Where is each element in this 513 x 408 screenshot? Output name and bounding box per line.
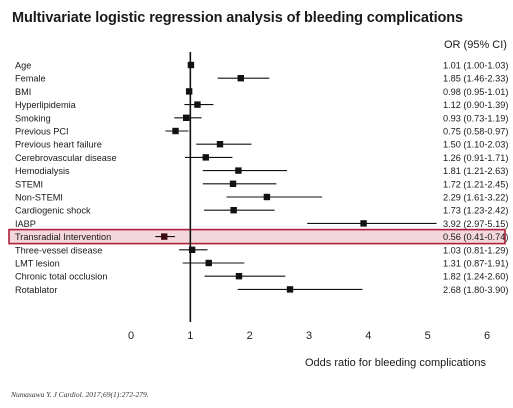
row-label-transradial-intervention: Transradial Intervention <box>15 232 111 242</box>
x-tick-label: 5 <box>425 330 431 342</box>
or-marker-bmi <box>185 88 193 95</box>
row-label-stemi: STEMI <box>15 179 43 189</box>
or-marker-transradial-intervention <box>161 233 168 240</box>
row-label-lmt-lesion: LMT lesion <box>15 259 60 269</box>
or-marker-previous-heart-failure <box>216 141 224 148</box>
or-marker-cerebrovascular-disease <box>202 154 209 161</box>
or-value-smoking: 0.93 (0.73-1.19) <box>443 113 508 123</box>
or-value-cardiogenic-shock: 1.73 (1.23-2.42) <box>443 206 508 216</box>
or-marker-hyperlipidemia <box>194 101 201 108</box>
or-value-three-vessel-disease: 1.03 (0.81-1.29) <box>443 245 508 255</box>
row-label-bmi: BMI <box>15 87 31 97</box>
x-tick-label: 3 <box>306 330 312 342</box>
x-tick-label: 0 <box>128 330 134 342</box>
x-tick-label: 2 <box>247 330 253 342</box>
or-marker-cardiogenic-shock <box>230 207 237 214</box>
x-tick-label: 4 <box>365 330 371 342</box>
row-label-rotablator: Rotablator <box>15 285 57 295</box>
or-value-female: 1.85 (1.46-2.33) <box>443 74 508 84</box>
or-value-iabp: 3.92 (2.97-5.15) <box>443 219 508 229</box>
row-label-three-vessel-disease: Three-vessel disease <box>15 245 102 255</box>
chart-title: Multivariate logistic regression analysi… <box>12 10 463 26</box>
row-label-smoking: Smoking <box>15 113 51 123</box>
or-value-age: 1.01 (1.00-1.03) <box>443 61 508 71</box>
row-label-non-stemi: Non-STEMI <box>15 193 63 203</box>
row-label-previous-heart-failure: Previous heart failure <box>15 140 102 150</box>
or-marker-stemi <box>229 180 237 187</box>
or-value-lmt-lesion: 1.31 (0.87-1.91) <box>443 259 508 269</box>
or-marker-age <box>187 61 195 69</box>
citation: Numasawa Y. J Cardiol. 2017;69(1):272-27… <box>11 390 149 399</box>
row-label-cerebrovascular-disease: Cerebrovascular disease <box>15 153 117 163</box>
x-tick-label: 1 <box>187 330 193 342</box>
or-marker-lmt-lesion <box>205 259 212 267</box>
x-tick-label: 6 <box>484 330 490 342</box>
or-marker-three-vessel-disease <box>188 246 196 253</box>
or-value-hemodialysis: 1.81 (1.21-2.63) <box>443 166 508 176</box>
or-value-stemi: 1.72 (1.21-2.45) <box>443 179 508 189</box>
highlight-band <box>8 228 506 245</box>
row-label-female: Female <box>15 74 46 84</box>
row-label-hyperlipidemia: Hyperlipidemia <box>15 100 77 110</box>
or-value-hyperlipidemia: 1.12 (0.90-1.39) <box>443 100 508 110</box>
or-marker-rotablator <box>286 286 294 293</box>
row-label-previous-pci: Previous PCI <box>15 127 69 137</box>
or-value-rotablator: 2.68 (1.80-3.90) <box>443 285 508 295</box>
or-marker-smoking <box>182 114 190 121</box>
row-label-cardiogenic-shock: Cardiogenic shock <box>15 206 91 216</box>
row-label-chronic-total-occlusion: Chronic total occlusion <box>15 272 107 282</box>
or-value-transradial-intervention: 0.56 (0.41-0.74) <box>443 232 508 242</box>
or-marker-hemodialysis <box>235 167 242 174</box>
or-value-previous-pci: 0.75 (0.58-0.97) <box>443 127 508 137</box>
row-label-hemodialysis: Hemodialysis <box>15 166 70 176</box>
or-marker-iabp <box>360 220 367 227</box>
x-axis-label: Odds ratio for bleeding complications <box>305 357 486 369</box>
or-marker-chronic-total-occlusion <box>235 273 243 280</box>
row-label-iabp: IABP <box>15 219 36 229</box>
or-value-previous-heart-failure: 1.50 (1.10-2.03) <box>443 140 508 150</box>
or-marker-previous-pci <box>172 127 179 135</box>
or-value-non-stemi: 2.29 (1.61-3.22) <box>443 193 508 203</box>
or-value-chronic-total-occlusion: 1.82 (1.24-2.60) <box>443 272 508 282</box>
or-value-bmi: 0.98 (0.95-1.01) <box>443 87 508 97</box>
or-value-cerebrovascular-disease: 1.26 (0.91-1.71) <box>443 153 508 163</box>
row-label-age: Age <box>15 61 31 71</box>
or-marker-female <box>237 75 244 82</box>
or-column-header: OR (95% CI) <box>444 39 507 51</box>
or-marker-non-stemi <box>263 193 271 201</box>
